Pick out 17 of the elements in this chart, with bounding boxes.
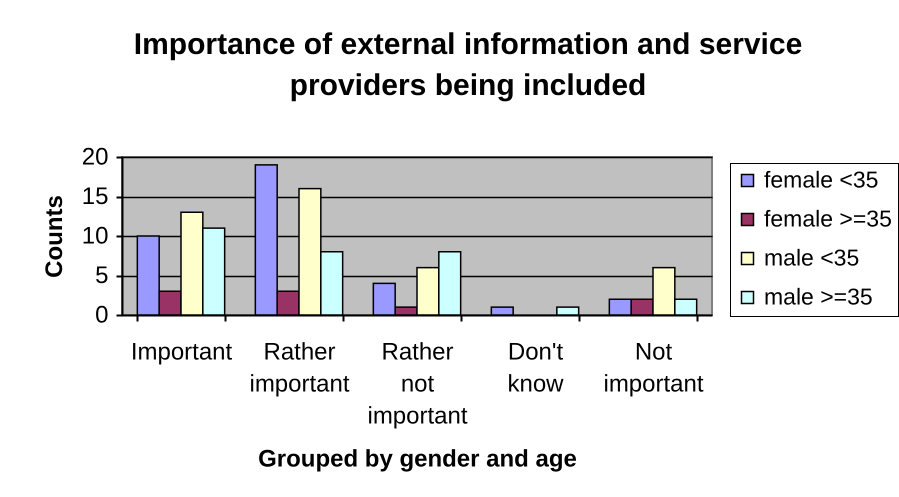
y-tick-label: 15 [82, 183, 108, 210]
x-tick-label: Rather not important [367, 338, 468, 430]
legend-label: female <35 [764, 166, 878, 192]
chart-title: Importance of external information and service providers being included [134, 28, 802, 102]
y-tick-label: 0 [95, 302, 108, 328]
x-tick-label: Rather important [249, 338, 350, 398]
y-axis-title: Counts [40, 195, 68, 278]
legend-label: female >=35 [764, 206, 892, 232]
y-tick-label: 20 [82, 144, 108, 170]
x-tick-label: Important [130, 338, 233, 366]
x-tick-label: Don't know [507, 338, 564, 398]
y-tick-label: 5 [95, 262, 108, 289]
x-axis-title: Grouped by gender and age [258, 446, 577, 472]
y-tick-label: 10 [82, 222, 108, 250]
legend-label: male >=35 [764, 284, 873, 310]
x-tick-label: Not important [603, 338, 704, 398]
legend-label: male <35 [764, 244, 860, 270]
